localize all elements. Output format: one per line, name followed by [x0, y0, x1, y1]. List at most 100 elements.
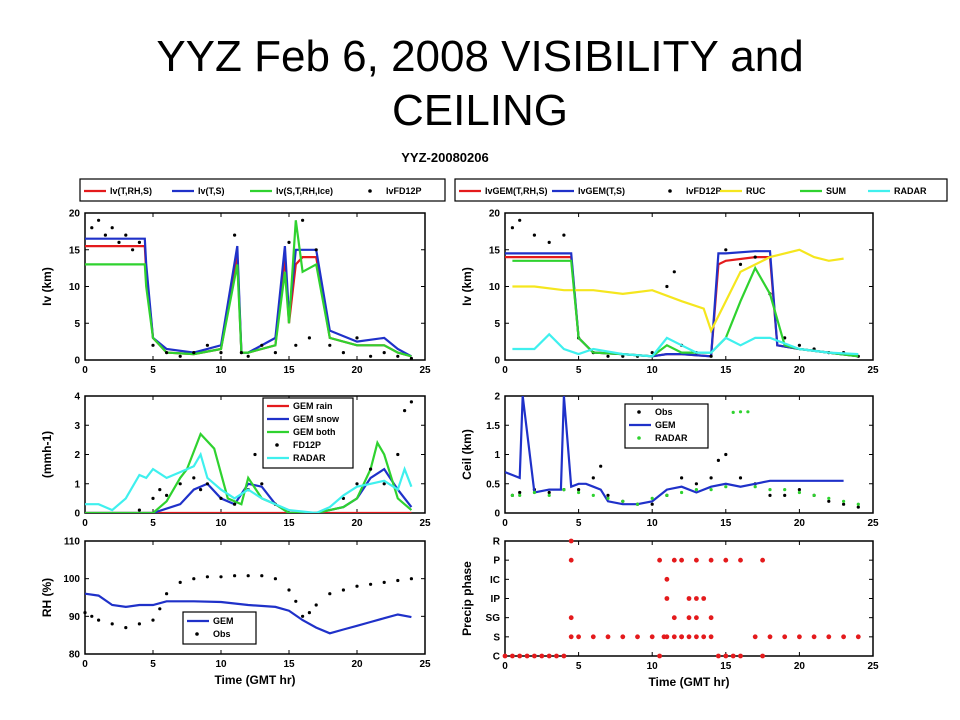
data-point	[233, 574, 237, 578]
data-point	[605, 634, 611, 640]
data-point	[738, 476, 743, 480]
data-point	[382, 580, 386, 585]
data-point	[606, 493, 610, 497]
data-point	[369, 582, 373, 586]
data-point	[650, 496, 654, 500]
data-point	[328, 592, 332, 596]
data-point	[178, 354, 182, 358]
data-point	[723, 557, 729, 563]
x-axis-label: Time (GMT hr)	[648, 675, 729, 689]
series-line-iv-s-t-rh-ice-	[85, 220, 412, 358]
x-tick-label: 25	[867, 365, 879, 376]
data-point	[694, 482, 699, 486]
data-point	[753, 255, 757, 259]
data-point	[635, 502, 640, 506]
data-point	[355, 336, 359, 340]
data-point	[409, 356, 413, 361]
data-point	[110, 226, 114, 230]
data-point	[260, 343, 264, 347]
data-point	[671, 634, 677, 640]
data-point	[606, 354, 610, 358]
data-point	[409, 400, 413, 404]
data-point	[568, 615, 574, 621]
y-tick-label: S	[493, 632, 500, 643]
x-tick-label: 5	[576, 518, 582, 529]
x-tick-label: 10	[647, 661, 659, 672]
y-tick-label: IC	[490, 575, 500, 586]
data-point	[518, 490, 522, 495]
series-line-ivgem-t-s-	[505, 250, 859, 358]
data-point	[539, 653, 545, 659]
legend-label: Obs	[213, 629, 231, 639]
data-point	[576, 634, 581, 640]
data-point	[403, 409, 407, 413]
y-tick-label: 0	[494, 356, 500, 367]
data-point	[301, 218, 305, 222]
data-point	[731, 410, 735, 414]
y-axis-label: Ceil (km)	[460, 429, 474, 480]
legend-box	[182, 611, 257, 645]
legend-label: GEM both	[293, 427, 336, 437]
data-point	[686, 634, 692, 640]
data-point	[287, 588, 291, 592]
data-point	[246, 574, 250, 578]
data-point	[355, 482, 359, 486]
data-point	[606, 496, 610, 500]
legend-label: GEM snow	[293, 414, 340, 424]
x-tick-label: 20	[351, 659, 363, 670]
data-point	[205, 343, 209, 347]
data-point	[760, 557, 765, 563]
legend-swatch	[668, 189, 672, 193]
y-tick-label: 3	[74, 421, 80, 432]
y-tick-label: 110	[64, 537, 81, 548]
y-tick-label: 10	[489, 282, 501, 293]
y-axis-label: Iv (km)	[460, 267, 474, 306]
y-tick-label: 0.5	[486, 479, 500, 490]
data-point	[341, 351, 345, 355]
data-point	[568, 634, 574, 640]
data-point	[680, 490, 684, 495]
legend-label: RADAR	[655, 433, 688, 443]
data-point	[827, 499, 831, 503]
panel-vis_params: 0 5 10 15 20 25 0 5 10 15 20 Iv (km)	[40, 209, 431, 377]
x-tick-label: 0	[502, 661, 508, 672]
data-point	[768, 488, 772, 492]
data-point	[369, 467, 373, 471]
y-tick-label: 0	[74, 509, 80, 520]
y-axis-label: Precip phase	[460, 561, 474, 636]
legend-label: Iv(T,S)	[198, 186, 225, 196]
data-point	[590, 634, 596, 640]
legend-swatch	[637, 410, 641, 414]
data-point	[239, 351, 243, 355]
data-point	[178, 580, 182, 585]
x-tick-label: 15	[720, 661, 732, 672]
series-line-gem-snow	[85, 467, 413, 513]
panel-precip_rate: 0 5 10 15 20 25 0 1 2 3 4 (mmh-1)	[40, 392, 431, 530]
x-tick-label: 0	[82, 659, 88, 670]
legend-label: Obs	[655, 407, 673, 417]
data-point	[301, 614, 305, 618]
data-point	[665, 284, 669, 289]
y-tick-label: C	[493, 652, 500, 663]
x-tick-label: 5	[150, 365, 156, 376]
data-point	[686, 615, 692, 621]
data-point	[591, 493, 595, 497]
x-tick-label: 5	[150, 659, 156, 670]
data-point	[826, 634, 832, 640]
x-tick-label: 20	[351, 518, 363, 529]
data-point	[151, 496, 155, 500]
x-tick-label: 25	[419, 659, 431, 670]
data-point	[760, 653, 765, 659]
y-tick-label: 15	[489, 245, 501, 256]
x-tick-label: 5	[576, 661, 582, 672]
data-point	[562, 488, 566, 492]
data-point	[532, 233, 537, 237]
data-point	[314, 248, 318, 252]
x-tick-label: 15	[283, 518, 295, 529]
plot-frame	[84, 540, 426, 655]
data-point	[694, 557, 699, 563]
data-point	[665, 493, 669, 497]
data-point	[192, 577, 196, 581]
x-tick-label: 5	[150, 518, 156, 529]
